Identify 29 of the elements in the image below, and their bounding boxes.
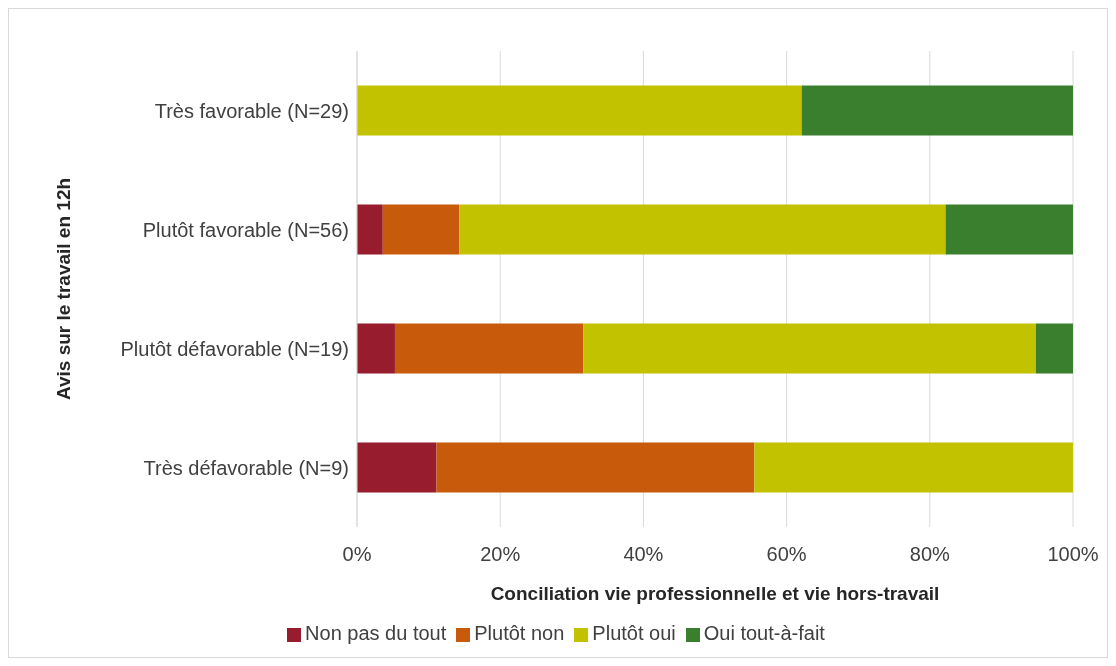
x-tick-label: 60% (766, 543, 807, 566)
bar (357, 204, 383, 255)
x-tick-label: 0% (342, 543, 372, 566)
bar (754, 442, 1073, 493)
bar (357, 323, 395, 374)
bar (436, 442, 755, 493)
y-tick-label: Plutôt défavorable (N=19) (120, 337, 349, 360)
x-axis-title: Conciliation vie professionnelle et vie hors-travail (490, 583, 940, 604)
bar (394, 323, 584, 374)
y-tick-label: Très favorable (N=29) (154, 99, 349, 122)
bar (357, 85, 802, 136)
y-tick-label: Plutôt favorable (N=56) (142, 218, 349, 241)
x-tick-label: 80% (909, 543, 951, 566)
y-axis-title: Avis sur le travail en 12h (52, 177, 74, 401)
x-tick-label: 40% (623, 543, 664, 566)
bar (945, 204, 1073, 255)
legend-label: Oui tout-à-fait (703, 622, 825, 644)
legend-label: Plutôt oui (592, 622, 676, 644)
bar (357, 442, 437, 493)
bar (382, 204, 460, 255)
legend-label: Plutôt non (474, 622, 565, 644)
bar (583, 323, 1036, 374)
bar (801, 85, 1073, 136)
bar (1035, 323, 1073, 374)
bar (459, 204, 946, 255)
x-tick-label: 100% (1047, 543, 1099, 566)
x-tick-label: 20% (480, 543, 521, 566)
y-tick-label: Très défavorable (N=9) (143, 456, 349, 479)
legend-label: Non pas du tout (305, 622, 447, 644)
